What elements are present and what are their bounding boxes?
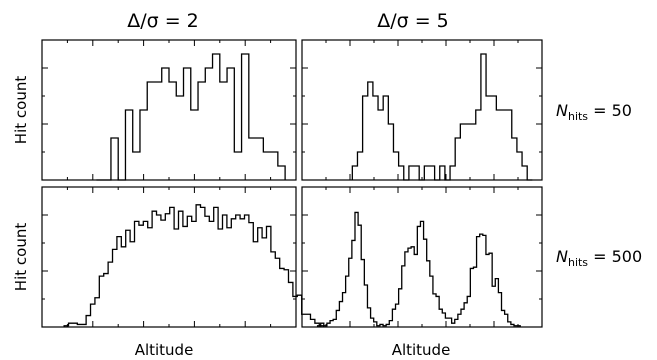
panel-top-right bbox=[301, 39, 543, 181]
panel-frame bbox=[41, 39, 297, 181]
panel-frame bbox=[301, 186, 543, 328]
ylabel-top: Hit count bbox=[12, 76, 30, 145]
row-label-top: Nhits = 50 bbox=[556, 101, 632, 123]
histogram-line bbox=[63, 204, 325, 327]
xlabel-right: Altitude bbox=[392, 341, 451, 359]
ticks bbox=[41, 186, 297, 328]
histogram-line bbox=[351, 53, 533, 181]
row-label-bottom: Nhits = 500 bbox=[556, 247, 642, 269]
panel-bottom-right bbox=[301, 186, 543, 328]
row-label-subscript: hits bbox=[568, 110, 588, 123]
row-label-value: = 500 bbox=[588, 247, 642, 266]
xlabel-left: Altitude bbox=[135, 341, 194, 359]
histogram-line bbox=[96, 53, 286, 181]
panel-frame bbox=[41, 186, 297, 328]
panel-top-left bbox=[41, 39, 297, 181]
ticks bbox=[41, 39, 297, 181]
histogram-line bbox=[316, 211, 521, 327]
row-label-value: = 50 bbox=[588, 101, 632, 120]
row-label-symbol: N bbox=[556, 247, 568, 266]
col-title-left: Δ/σ = 2 bbox=[127, 10, 199, 32]
ticks bbox=[301, 39, 543, 181]
col-title-right: Δ/σ = 5 bbox=[377, 10, 449, 32]
row-label-symbol: N bbox=[556, 101, 568, 120]
row-label-subscript: hits bbox=[568, 256, 588, 269]
ticks bbox=[301, 186, 543, 328]
ylabel-bottom: Hit count bbox=[12, 223, 30, 292]
panel-bottom-left bbox=[41, 186, 325, 328]
